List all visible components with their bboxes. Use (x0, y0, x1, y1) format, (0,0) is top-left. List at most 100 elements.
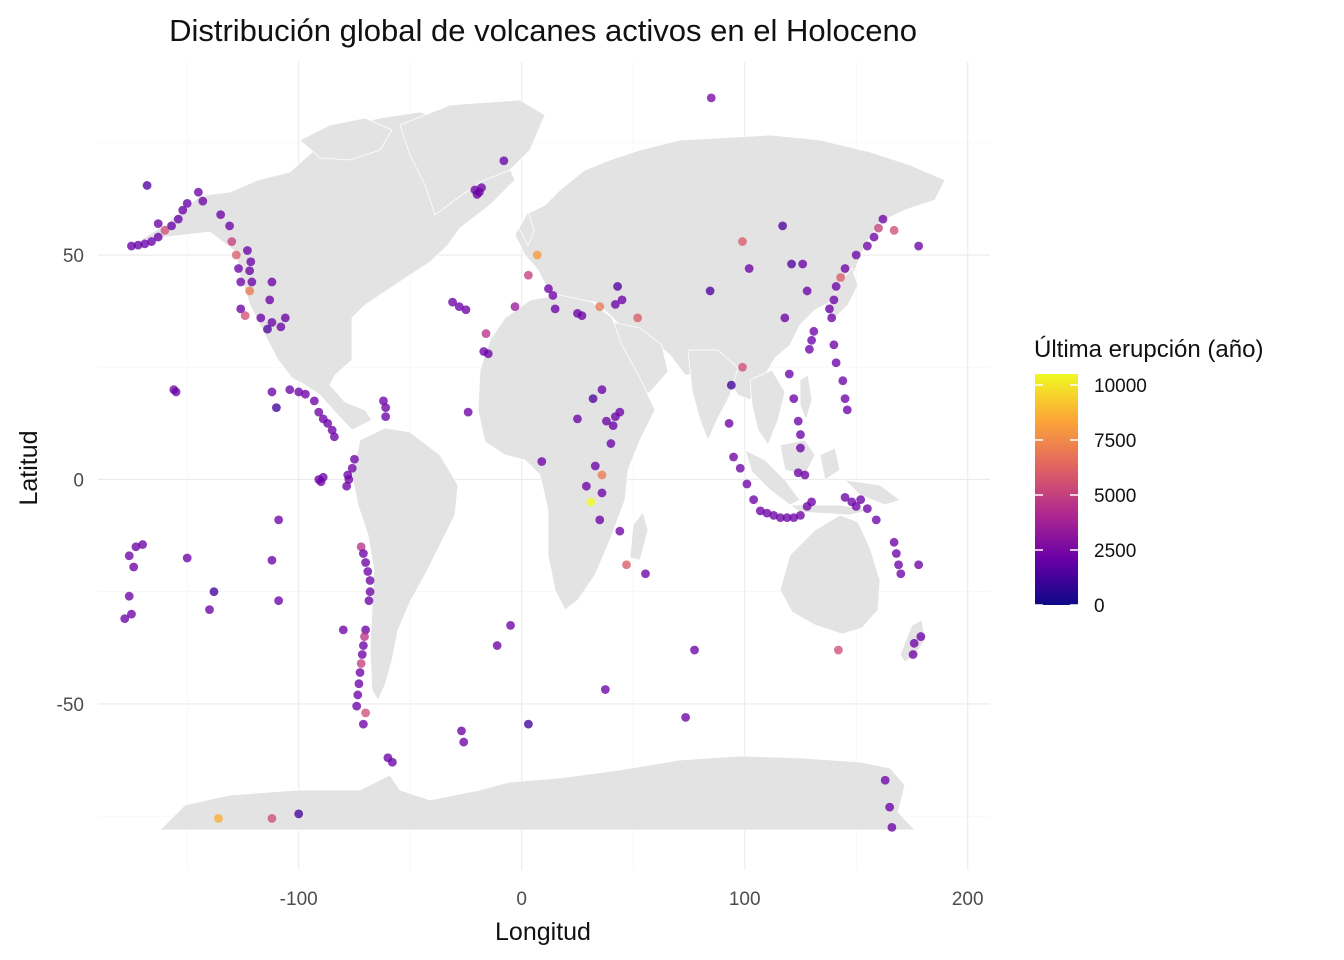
volcano-point (851, 502, 861, 511)
volcano-point (457, 726, 466, 736)
volcano-point (127, 609, 136, 619)
volcano-point (782, 513, 792, 523)
volcano-point (327, 425, 337, 435)
volcano-point (361, 558, 370, 567)
volcano-point (160, 225, 170, 235)
volcano-point (231, 250, 241, 260)
volcano-point (831, 282, 841, 291)
volcano-point (889, 537, 899, 547)
volcano-point (729, 452, 738, 462)
volcano-point (245, 266, 255, 276)
volcano-point (829, 340, 839, 350)
volcano-point (681, 712, 691, 722)
volcano-point (590, 461, 600, 471)
volcano-point (338, 625, 348, 635)
volcano-point (182, 199, 192, 208)
volcano-point (364, 596, 374, 606)
volcano-point (706, 93, 716, 103)
volcano-point (597, 488, 607, 498)
volcano-point (606, 439, 616, 448)
y-tick-label: 50 (63, 246, 84, 267)
volcano-point (294, 387, 304, 397)
volcano-point (481, 329, 491, 338)
volcano-point (840, 493, 850, 502)
volcano-point (862, 241, 872, 251)
volcano-point (140, 239, 150, 249)
volcano-point (608, 421, 618, 430)
volcano-point (617, 295, 627, 305)
volcano-point (133, 240, 143, 250)
volcano-point (314, 407, 324, 417)
volcano-point (463, 407, 473, 417)
volcano-point (827, 313, 837, 323)
volcano-point (804, 344, 814, 354)
volcano-point (131, 542, 141, 552)
volcano-point (738, 237, 747, 246)
volcano-point (205, 605, 214, 615)
volcano-point (597, 470, 607, 480)
land-greenland (399, 99, 546, 216)
volcano-point (280, 313, 290, 323)
volcano-point (726, 380, 736, 390)
volcano-point (198, 196, 208, 206)
volcano-point (916, 632, 926, 641)
volcano-point (472, 190, 482, 199)
volcano-point (247, 277, 257, 287)
volcano-point (800, 470, 810, 480)
volcano-point (600, 685, 610, 694)
volcano-point (267, 387, 277, 397)
volcano-point (613, 282, 622, 291)
volcano-point (379, 396, 388, 406)
volcano-point (344, 475, 354, 484)
volcano-point (129, 562, 139, 572)
volcano-point (744, 264, 754, 273)
volcano-point (780, 313, 790, 323)
volcano-point (352, 701, 362, 711)
volcano-point (836, 273, 845, 282)
volcano-point (265, 295, 275, 305)
volcano-point (361, 708, 370, 718)
volcano-point (789, 394, 799, 404)
volcano-point (153, 219, 163, 229)
volcano-point (383, 753, 393, 763)
volcano-point (869, 232, 879, 242)
volcano-point (138, 540, 148, 549)
volcano-point (796, 443, 805, 453)
volcano-point (225, 221, 234, 231)
volcano-points (120, 93, 926, 832)
axes: Longitud Latitud -100 0 100 200 -50 0 50 (15, 246, 984, 946)
volcano-point (240, 311, 250, 321)
volcano-point (256, 313, 266, 323)
volcano-point (173, 214, 183, 224)
volcano-point (595, 302, 605, 312)
volcano-point (887, 822, 897, 832)
volcano-point (838, 376, 848, 386)
volcano-point (285, 385, 295, 395)
volcano-point (769, 510, 779, 520)
land-british-isles (518, 211, 535, 247)
volcano-point (381, 403, 391, 413)
volcano-point (342, 481, 352, 491)
volcano-point (595, 515, 605, 525)
legend-colorbar (1035, 374, 1078, 605)
legend-title: Última erupción (año) (1034, 336, 1263, 363)
legend-tick-label: 0 (1094, 596, 1105, 617)
volcano-point (862, 504, 872, 514)
volcano-point (809, 326, 819, 336)
volcano-point (234, 264, 243, 273)
volcano-point (909, 638, 919, 648)
volcano-point (775, 513, 785, 523)
volcano-point (889, 225, 899, 235)
volcano-point (602, 416, 611, 426)
volcano-point (878, 214, 888, 224)
volcano-point (142, 181, 152, 190)
volcano-point (749, 495, 759, 505)
volcano-point (615, 526, 625, 536)
volcano-point (896, 569, 906, 579)
volcano-point (787, 259, 796, 269)
volcano-point (356, 659, 366, 668)
legend-tick-label: 7500 (1094, 431, 1136, 452)
volcano-point (272, 403, 281, 413)
volcano-point (829, 295, 839, 305)
volcano-point (358, 641, 368, 650)
